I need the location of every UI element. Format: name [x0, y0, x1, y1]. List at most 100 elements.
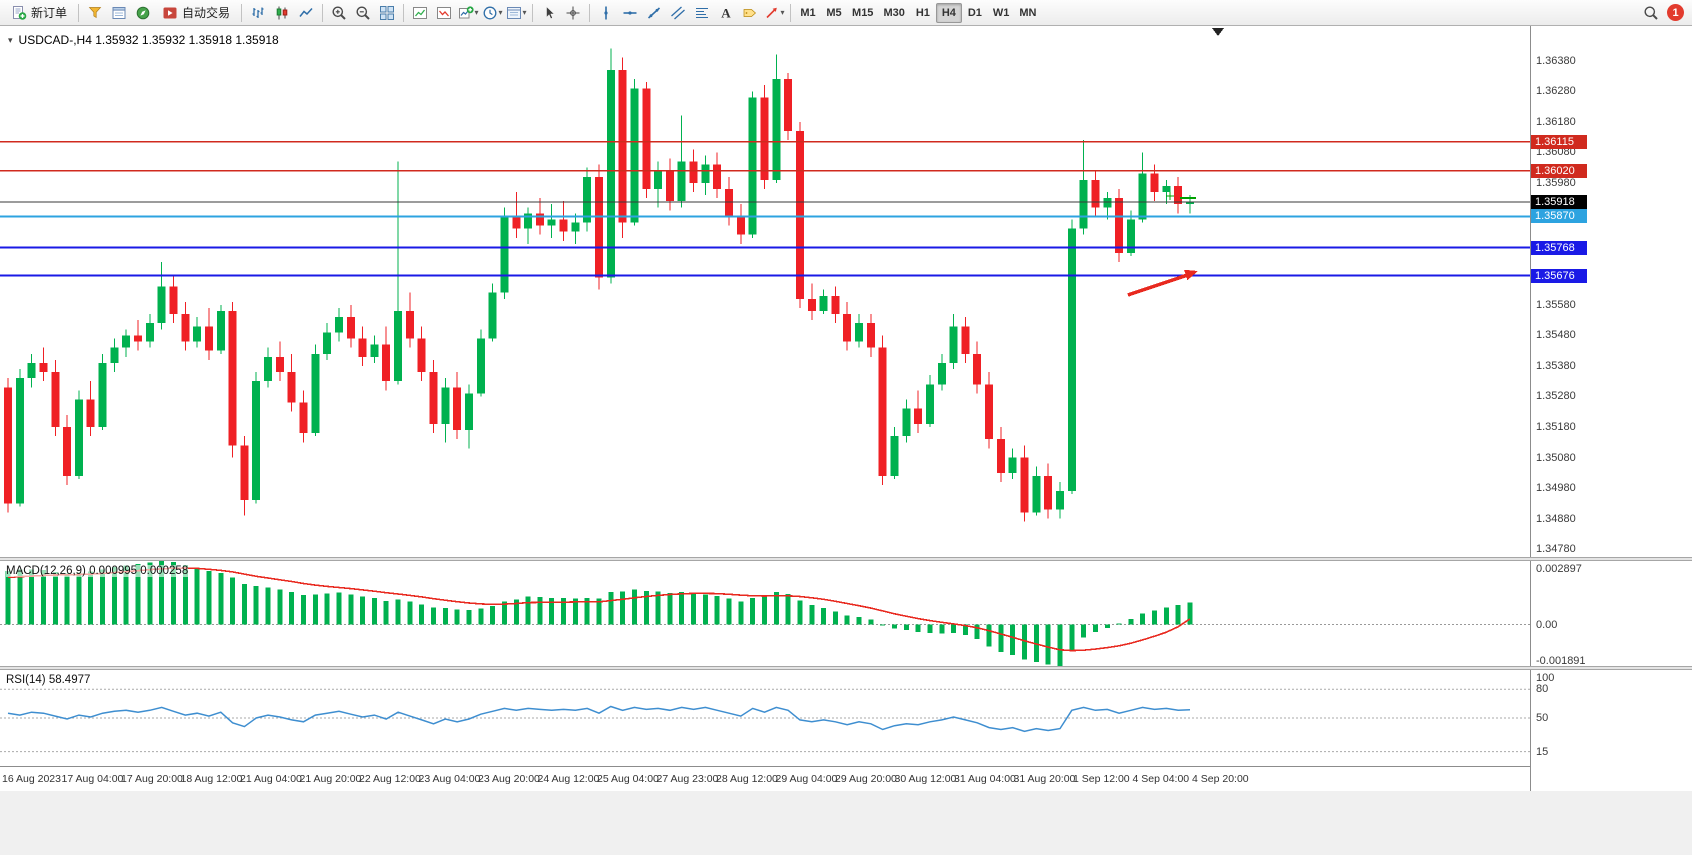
timeframe-button-w1[interactable]: W1: [992, 6, 1010, 19]
chart-settings-icon: [506, 6, 521, 19]
rsi-line: [7, 705, 1191, 733]
zoom-in-button[interactable]: [327, 2, 351, 24]
time-axis-label: 18 Aug 12:00: [180, 773, 243, 785]
zoom-in-icon: [332, 6, 346, 20]
new-order-button[interactable]: 新订单: [4, 2, 74, 24]
toolbar-separator: [532, 3, 534, 22]
annotation-arrow[interactable]: [1127, 269, 1198, 297]
window-background: [0, 791, 1692, 855]
time-axis-label: 1 Sep 12:00: [1073, 773, 1130, 785]
navigator-icon: [136, 6, 150, 19]
price-tick: 1.36380: [1536, 55, 1576, 67]
panel-splitter[interactable]: [0, 666, 1692, 670]
time-axis-label: 16 Aug 2023: [2, 773, 61, 785]
cursor-button[interactable]: [537, 2, 561, 24]
price-axis[interactable]: 1.36380 1.36280 1.36180 1.36080 1.35980 1.355…: [1530, 26, 1692, 791]
tile-windows-button[interactable]: [375, 2, 399, 24]
time-axis-label: 28 Aug 12:00: [716, 773, 778, 785]
time-axis-label: 23 Aug 04:00: [418, 773, 481, 785]
crosshair-button[interactable]: [561, 2, 585, 24]
price-tick: 1.34980: [1536, 482, 1576, 494]
fibonacci-button[interactable]: [690, 2, 714, 24]
one-click-trading-caret[interactable]: ▾: [8, 34, 13, 45]
macd-histogram: [5, 561, 1193, 666]
toolbar-separator: [78, 3, 80, 22]
macd-panel-canvas[interactable]: [0, 561, 1530, 666]
cursor-icon: [546, 5, 555, 19]
chart-shift-marker[interactable]: [1212, 28, 1224, 36]
vertical-line-button[interactable]: [594, 2, 618, 24]
navigator-button[interactable]: [131, 2, 155, 24]
search-button[interactable]: [1639, 2, 1663, 24]
tile-windows-icon: [380, 5, 395, 20]
channel-icon: [671, 6, 685, 19]
timeframe-button-m1[interactable]: M1: [800, 6, 816, 19]
price-tick: 1.35080: [1536, 452, 1576, 464]
trendline-button[interactable]: [642, 2, 666, 24]
rsi-axis-label: 100: [1536, 672, 1555, 684]
main-chart-canvas[interactable]: [0, 26, 1530, 557]
timeframe-button-mn[interactable]: MN: [1019, 6, 1037, 19]
profile-charts-icon: [413, 6, 428, 19]
line-chart-button[interactable]: [294, 2, 318, 24]
zoom-out-button[interactable]: [351, 2, 375, 24]
price-tick: 1.36080: [1536, 146, 1576, 158]
template-button[interactable]: [432, 2, 456, 24]
rsi-axis-label: 15: [1536, 746, 1549, 758]
arrows-icon: [765, 7, 777, 18]
time-axis-label: 17 Aug 04:00: [61, 773, 124, 785]
time-axis-label: 31 Aug 20:00: [1013, 773, 1076, 785]
indicators-icon: [458, 5, 474, 18]
rsi-panel-canvas[interactable]: [0, 670, 1530, 766]
data-window-icon: [112, 6, 126, 19]
time-axis-label: 23 Aug 20:00: [478, 773, 540, 785]
panel-splitter[interactable]: [0, 557, 1692, 561]
ask-price-marker: [1166, 192, 1196, 200]
svg-text:A: A: [721, 5, 731, 20]
channel-button[interactable]: [666, 2, 690, 24]
trendline-icon: [647, 6, 661, 19]
timeframe-button-m5[interactable]: M5: [826, 6, 842, 19]
bar-chart-button[interactable]: [246, 2, 270, 24]
toolbar-separator: [790, 3, 792, 22]
macd-axis-label: 0.002897: [1536, 563, 1582, 575]
data-window-button[interactable]: [107, 2, 131, 24]
macd-label: MACD(12,26,9) 0.000995 0.000258: [6, 565, 189, 577]
timeframe-button-m30[interactable]: M30: [883, 6, 905, 19]
template-icon: [437, 6, 452, 19]
indicators-button[interactable]: ▾: [456, 2, 480, 24]
chevron-down-icon: ▾: [522, 8, 527, 17]
price-line-badge: 1.36020: [1531, 164, 1587, 178]
timeframe-button-h4[interactable]: H4: [935, 2, 962, 23]
label-button[interactable]: [738, 2, 762, 24]
period-button[interactable]: ▾: [480, 2, 504, 24]
shapes-button[interactable]: ▾: [762, 2, 786, 24]
time-axis-label: 21 Aug 04:00: [240, 773, 302, 785]
candlestick-button[interactable]: [270, 2, 294, 24]
autotrading-button-label: 自动交易: [182, 6, 231, 20]
new-order-button-label: 新订单: [31, 6, 68, 20]
timeframe-button-h1[interactable]: H1: [915, 6, 930, 19]
horizontal-line-button[interactable]: [618, 2, 642, 24]
text-button[interactable]: A: [714, 2, 738, 24]
notification-badge[interactable]: 1: [1667, 4, 1684, 21]
time-axis[interactable]: 16 Aug 2023 17 Aug 04:00 17 Aug 20:00 18 Au…: [0, 766, 1530, 791]
price-tick: 1.36180: [1536, 116, 1576, 128]
autotrading-button[interactable]: 自动交易: [155, 2, 237, 24]
toolbar-separator: [322, 3, 324, 22]
profile-charts-button[interactable]: [408, 2, 432, 24]
line-chart-icon: [299, 7, 313, 17]
search-icon: [1644, 6, 1658, 20]
rsi-axis-label: 80: [1536, 683, 1549, 695]
chart-title: ▾ USDCAD-,H4 1.35932 1.35932 1.35918 1.3…: [8, 33, 279, 47]
chart-settings-button[interactable]: ▾: [504, 2, 528, 24]
timeframe-button-d1[interactable]: D1: [967, 6, 982, 19]
macd-axis-label: 0.00: [1536, 619, 1558, 631]
market-watch-button[interactable]: [83, 2, 107, 24]
candlestick-icon: [276, 6, 288, 19]
chart-title-text: USDCAD-,H4 1.35932 1.35932 1.35918 1.359…: [18, 33, 279, 47]
toolbar-separator: [403, 3, 405, 22]
new-order-icon: [13, 5, 27, 20]
timeframe-button-m15[interactable]: M15: [852, 6, 874, 19]
